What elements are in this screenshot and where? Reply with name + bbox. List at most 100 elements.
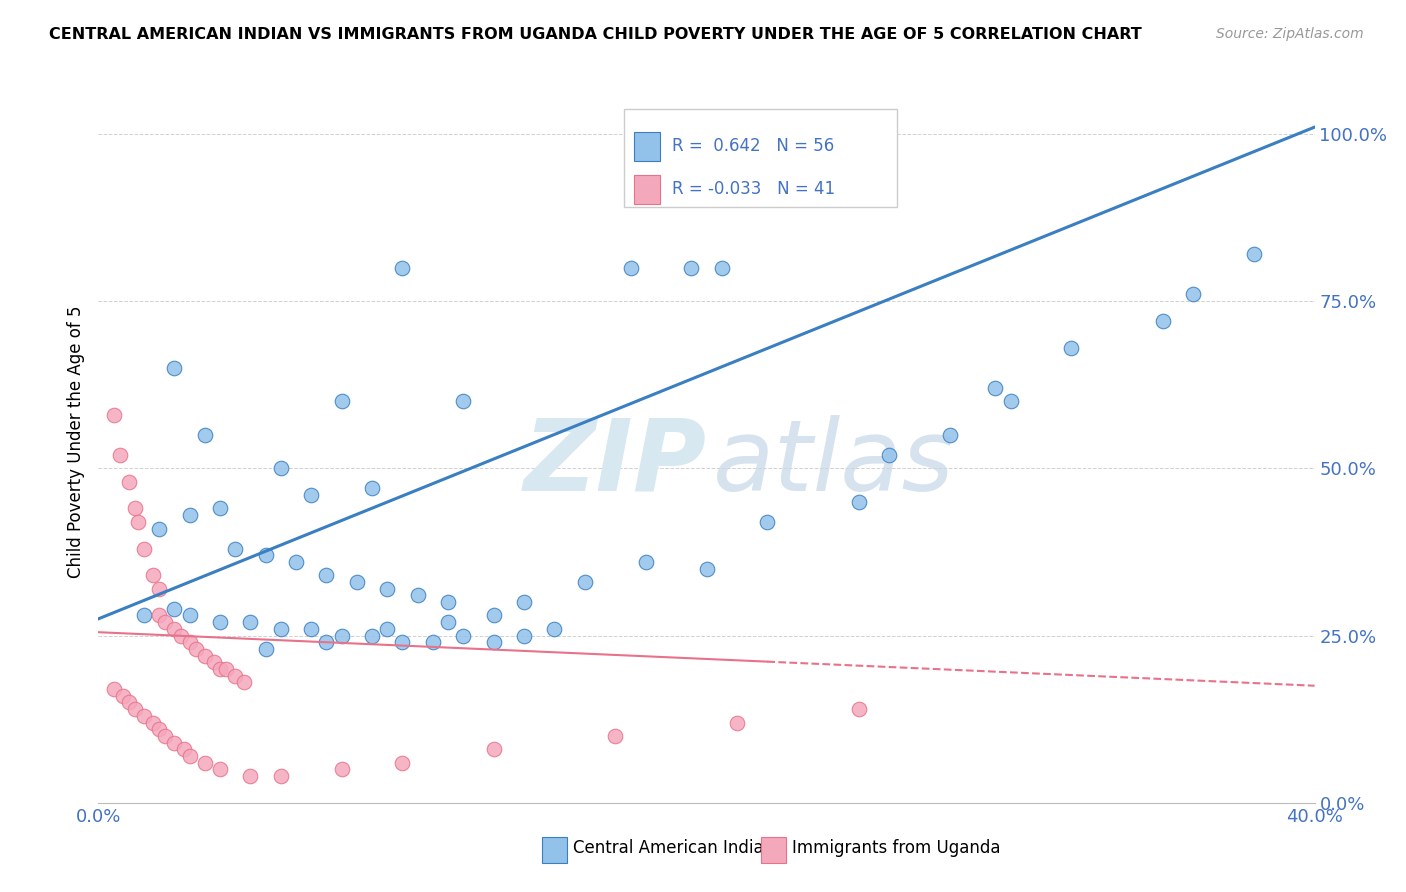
Point (194, 648, 217, 663)
Point (103, 408, 125, 422)
Point (681, 260, 703, 275)
Point (330, 762, 353, 776)
Text: atlas: atlas (713, 415, 955, 512)
Point (127, 515, 149, 529)
Point (173, 742, 195, 756)
Point (155, 615, 177, 630)
Point (299, 488, 322, 502)
Point (453, 394, 475, 409)
Point (148, 723, 170, 737)
Point (406, 589, 429, 603)
Point (543, 622, 565, 636)
Point (270, 622, 292, 636)
Point (725, 715, 748, 730)
Point (179, 608, 201, 623)
Point (148, 608, 170, 623)
Point (285, 555, 308, 569)
Point (482, 742, 505, 756)
Point (142, 715, 165, 730)
Point (194, 427, 217, 442)
Point (513, 595, 536, 609)
Point (202, 655, 225, 669)
Point (163, 735, 186, 749)
Point (619, 260, 641, 275)
Point (132, 541, 155, 556)
Point (346, 575, 368, 590)
Point (1152, 314, 1174, 328)
Point (848, 702, 870, 716)
Point (756, 515, 779, 529)
Point (437, 615, 460, 630)
Y-axis label: Child Poverty Under the Age of 5: Child Poverty Under the Age of 5 (66, 305, 84, 578)
Point (254, 548, 277, 563)
Point (1060, 341, 1083, 355)
Point (437, 595, 460, 609)
Point (209, 762, 232, 776)
Bar (543, 837, 567, 863)
Point (848, 494, 870, 508)
FancyBboxPatch shape (624, 109, 897, 207)
Point (163, 602, 186, 616)
Point (361, 628, 384, 642)
Point (103, 681, 125, 696)
Point (163, 361, 186, 376)
Point (1182, 287, 1205, 301)
Point (179, 508, 201, 523)
Point (330, 394, 353, 409)
Bar (634, 132, 661, 161)
Point (111, 689, 134, 703)
Point (209, 615, 232, 630)
Point (142, 568, 165, 582)
Point (124, 501, 146, 516)
Point (270, 461, 292, 475)
Text: Central American Indians: Central American Indians (572, 839, 783, 857)
Point (179, 635, 201, 649)
Point (710, 260, 733, 275)
Bar (634, 175, 661, 203)
Point (877, 448, 900, 462)
Point (194, 756, 217, 770)
Point (209, 501, 232, 516)
Point (108, 448, 131, 462)
Point (148, 521, 170, 535)
Point (984, 381, 1007, 395)
Point (270, 769, 292, 783)
Point (315, 568, 337, 582)
Point (132, 708, 155, 723)
Point (118, 475, 141, 489)
Point (239, 615, 262, 630)
Point (148, 582, 170, 596)
Point (1000, 394, 1022, 409)
Point (605, 729, 627, 743)
Point (184, 642, 207, 657)
Point (696, 562, 718, 576)
Point (375, 582, 398, 596)
Text: ZIP: ZIP (523, 415, 707, 512)
Text: Immigrants from Uganda: Immigrants from Uganda (792, 839, 1000, 857)
Point (391, 756, 413, 770)
Point (179, 749, 201, 764)
Point (939, 427, 962, 442)
Point (375, 622, 398, 636)
Point (453, 628, 475, 642)
Point (155, 729, 177, 743)
Point (361, 482, 384, 496)
Point (209, 662, 232, 676)
Point (233, 675, 256, 690)
Point (482, 635, 505, 649)
Point (132, 608, 155, 623)
Point (482, 608, 505, 623)
Point (391, 635, 413, 649)
Point (169, 628, 191, 642)
Text: Source: ZipAtlas.com: Source: ZipAtlas.com (1216, 27, 1364, 41)
Bar (761, 837, 786, 863)
Text: R = -0.033   N = 41: R = -0.033 N = 41 (672, 180, 835, 198)
Point (239, 769, 262, 783)
Point (254, 642, 277, 657)
Point (513, 628, 536, 642)
Point (330, 628, 353, 642)
Point (224, 541, 246, 556)
Text: CENTRAL AMERICAN INDIAN VS IMMIGRANTS FROM UGANDA CHILD POVERTY UNDER THE AGE OF: CENTRAL AMERICAN INDIAN VS IMMIGRANTS FR… (49, 27, 1142, 42)
Point (163, 622, 186, 636)
Point (634, 555, 657, 569)
